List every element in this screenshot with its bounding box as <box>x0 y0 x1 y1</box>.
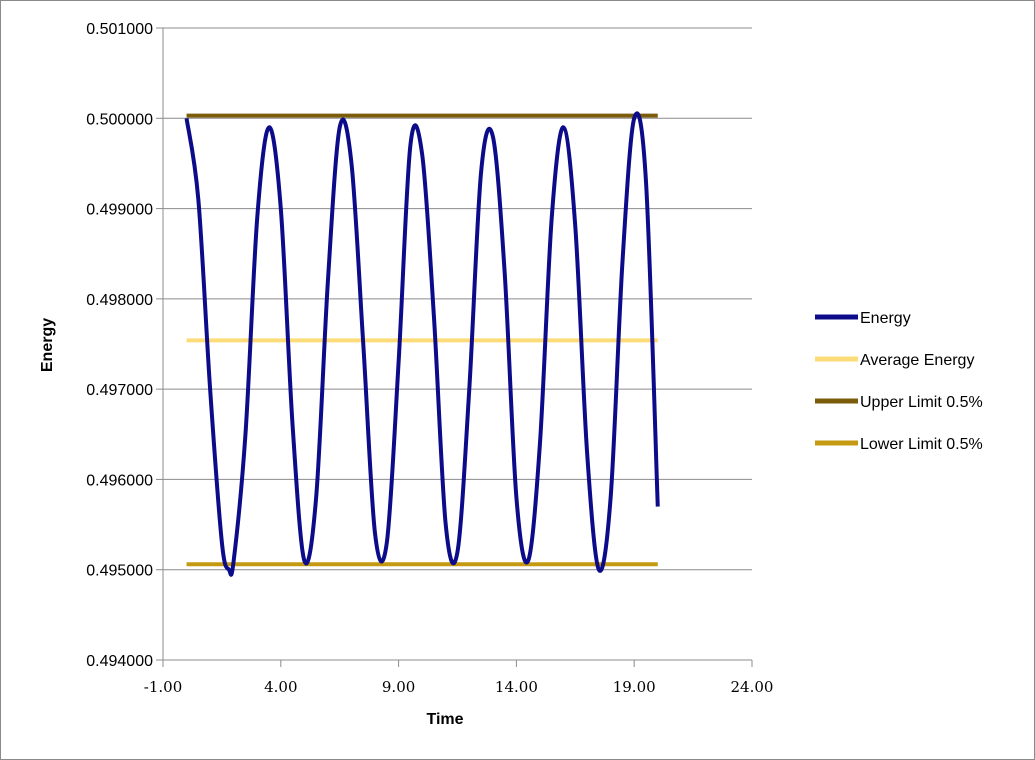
y-tick-label: 0.496000 <box>86 472 153 489</box>
y-axis-title: Energy <box>39 318 56 372</box>
y-tick-label: 0.494000 <box>86 653 153 670</box>
x-tick-label: 24.00 <box>731 678 774 696</box>
y-tick-label: 0.495000 <box>86 563 153 580</box>
legend-label: Average Energy <box>860 352 974 369</box>
legend-label: Energy <box>860 310 911 327</box>
x-tick-label: 14.00 <box>495 678 538 696</box>
x-tick-label: -1.00 <box>144 678 182 696</box>
series-lines <box>184 111 660 577</box>
y-tick-label: 0.497000 <box>86 382 153 399</box>
y-tick-label: 0.501000 <box>86 21 153 38</box>
y-tick-label: 0.498000 <box>86 292 153 309</box>
legend-label: Lower Limit 0.5% <box>860 436 983 453</box>
x-tick-label: 19.00 <box>613 678 656 696</box>
y-tick-labels: 0.494000 0.495000 0.496000 0.497000 0.498000… <box>86 21 153 670</box>
y-tick-label: 0.499000 <box>86 202 153 219</box>
legend: Energy Average Energy Upper Limit 0.5% Lowe… <box>815 310 983 453</box>
axes <box>162 28 753 667</box>
x-tick-label: 4.00 <box>264 678 297 696</box>
x-axis-title: Time <box>426 711 463 728</box>
legend-label: Upper Limit 0.5% <box>860 394 983 411</box>
y-tick-label: 0.500000 <box>86 111 153 128</box>
x-tick-labels: -1.00 4.00 9.00 14.00 19.00 24.00 <box>144 678 774 696</box>
series-line-energy <box>184 111 660 577</box>
x-tick-label: 9.00 <box>382 678 415 696</box>
